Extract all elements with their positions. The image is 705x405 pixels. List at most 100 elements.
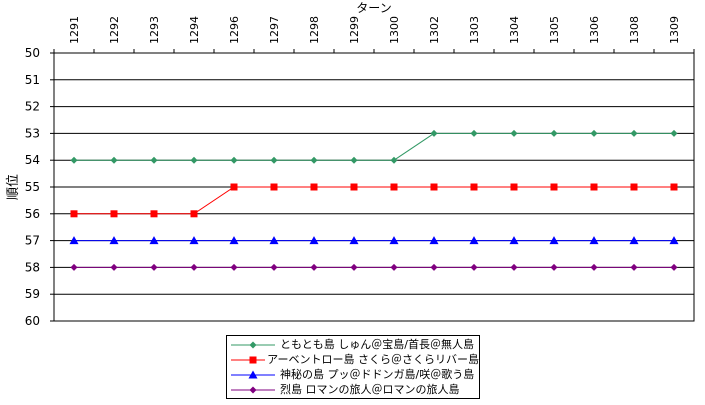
data-point xyxy=(110,210,118,218)
x-tick-label: 1308 xyxy=(628,16,641,44)
data-point xyxy=(230,263,238,271)
legend-item: アーベントロー島 さくら＠さくらリバー島 xyxy=(227,352,479,367)
x-tick-label: 1299 xyxy=(348,16,361,44)
data-point xyxy=(350,183,358,191)
x-tick-label: 1302 xyxy=(428,16,441,44)
y-tick-label: 55 xyxy=(25,180,40,194)
data-point xyxy=(630,129,638,137)
data-point xyxy=(189,236,199,245)
data-point xyxy=(469,236,479,245)
data-point xyxy=(110,156,118,164)
data-point xyxy=(350,263,358,271)
data-point xyxy=(270,156,278,164)
x-tick-label: 1291 xyxy=(68,16,81,44)
y-tick-label: 58 xyxy=(25,260,40,274)
data-point xyxy=(310,156,318,164)
data-point xyxy=(550,263,558,271)
x-tick-label: 1306 xyxy=(588,16,601,44)
y-tick-label: 56 xyxy=(25,207,40,221)
data-point xyxy=(430,129,438,137)
x-tick-label: 1304 xyxy=(508,16,521,44)
data-point xyxy=(630,263,638,271)
data-point xyxy=(350,156,358,164)
data-point xyxy=(590,129,598,137)
y-tick-label: 54 xyxy=(25,153,40,167)
data-point xyxy=(150,210,158,218)
x-tick-label: 1305 xyxy=(548,16,561,44)
data-point xyxy=(589,236,599,245)
data-point xyxy=(150,263,158,271)
y-tick-label: 52 xyxy=(25,100,40,114)
legend-label: 神秘の島 プッ＠ドドンガ島/咲＠歌う島 xyxy=(280,368,475,381)
x-tick-label: 1298 xyxy=(308,16,321,44)
data-point xyxy=(109,236,119,245)
legend: ともとも島 しゅん＠宝島/首長＠無人島アーベントロー島 さくら＠さくらリバー島神… xyxy=(226,335,480,399)
data-point xyxy=(70,210,78,218)
data-point xyxy=(670,263,678,271)
data-point xyxy=(190,156,198,164)
data-point xyxy=(510,183,518,191)
data-point xyxy=(70,156,78,164)
legend-swatch xyxy=(231,356,266,363)
data-point xyxy=(550,129,558,137)
data-point xyxy=(510,129,518,137)
data-point xyxy=(190,263,198,271)
y-tick-label: 53 xyxy=(25,126,40,140)
y-tick-label: 50 xyxy=(25,46,40,60)
data-point xyxy=(470,263,478,271)
data-point xyxy=(670,129,678,137)
x-tick-label: 1309 xyxy=(668,16,681,44)
data-point xyxy=(230,156,238,164)
x-tick-label: 1300 xyxy=(388,16,401,44)
data-point xyxy=(630,183,638,191)
data-point xyxy=(229,236,239,245)
legend-swatch xyxy=(231,341,275,348)
data-point xyxy=(549,236,559,245)
legend-item: 烈島 ロマンの旅人＠ロマンの旅人島 xyxy=(227,382,479,397)
data-point xyxy=(390,183,398,191)
data-point xyxy=(389,236,399,245)
y-tick-label: 51 xyxy=(25,73,40,87)
data-point xyxy=(509,236,519,245)
x-tick-label: 1297 xyxy=(268,16,281,44)
y-tick-label: 60 xyxy=(25,314,40,328)
data-point xyxy=(470,129,478,137)
series-line-1 xyxy=(74,132,674,161)
legend-item: 神秘の島 プッ＠ドドンガ島/咲＠歌う島 xyxy=(227,367,479,382)
data-point xyxy=(430,263,438,271)
legend-label: 烈島 ロマンの旅人＠ロマンの旅人島 xyxy=(280,383,460,396)
data-point xyxy=(310,183,318,191)
data-point xyxy=(149,236,159,245)
data-point xyxy=(309,236,319,245)
data-point xyxy=(190,210,198,218)
data-point xyxy=(550,183,558,191)
data-point xyxy=(270,183,278,191)
legend-item: ともとも島 しゅん＠宝島/首長＠無人島 xyxy=(227,337,479,352)
legend-swatch xyxy=(231,370,275,378)
data-point xyxy=(70,263,78,271)
legend-label: アーベントロー島 さくら＠さくらリバー島 xyxy=(267,353,479,366)
data-point xyxy=(390,156,398,164)
data-point xyxy=(69,236,79,245)
x-axis-title: ターン xyxy=(356,1,391,15)
x-tick-label: 1296 xyxy=(228,16,241,44)
data-point xyxy=(669,236,679,245)
data-point xyxy=(349,236,359,245)
legend-label: ともとも島 しゅん＠宝島/首長＠無人島 xyxy=(280,338,474,351)
y-axis-title: 順位 xyxy=(6,174,21,200)
data-point xyxy=(470,183,478,191)
x-tick-label: 1292 xyxy=(108,16,121,44)
legend-swatch xyxy=(231,386,275,393)
data-point xyxy=(310,263,318,271)
x-tick-label: 1303 xyxy=(468,16,481,44)
x-tick-label: 1293 xyxy=(148,16,161,44)
data-point xyxy=(629,236,639,245)
data-point xyxy=(230,183,238,191)
data-point xyxy=(270,263,278,271)
y-tick-label: 57 xyxy=(25,234,40,248)
x-tick-label: 1294 xyxy=(188,16,201,44)
data-point xyxy=(590,183,598,191)
series-line-2 xyxy=(74,186,674,215)
data-point xyxy=(430,183,438,191)
